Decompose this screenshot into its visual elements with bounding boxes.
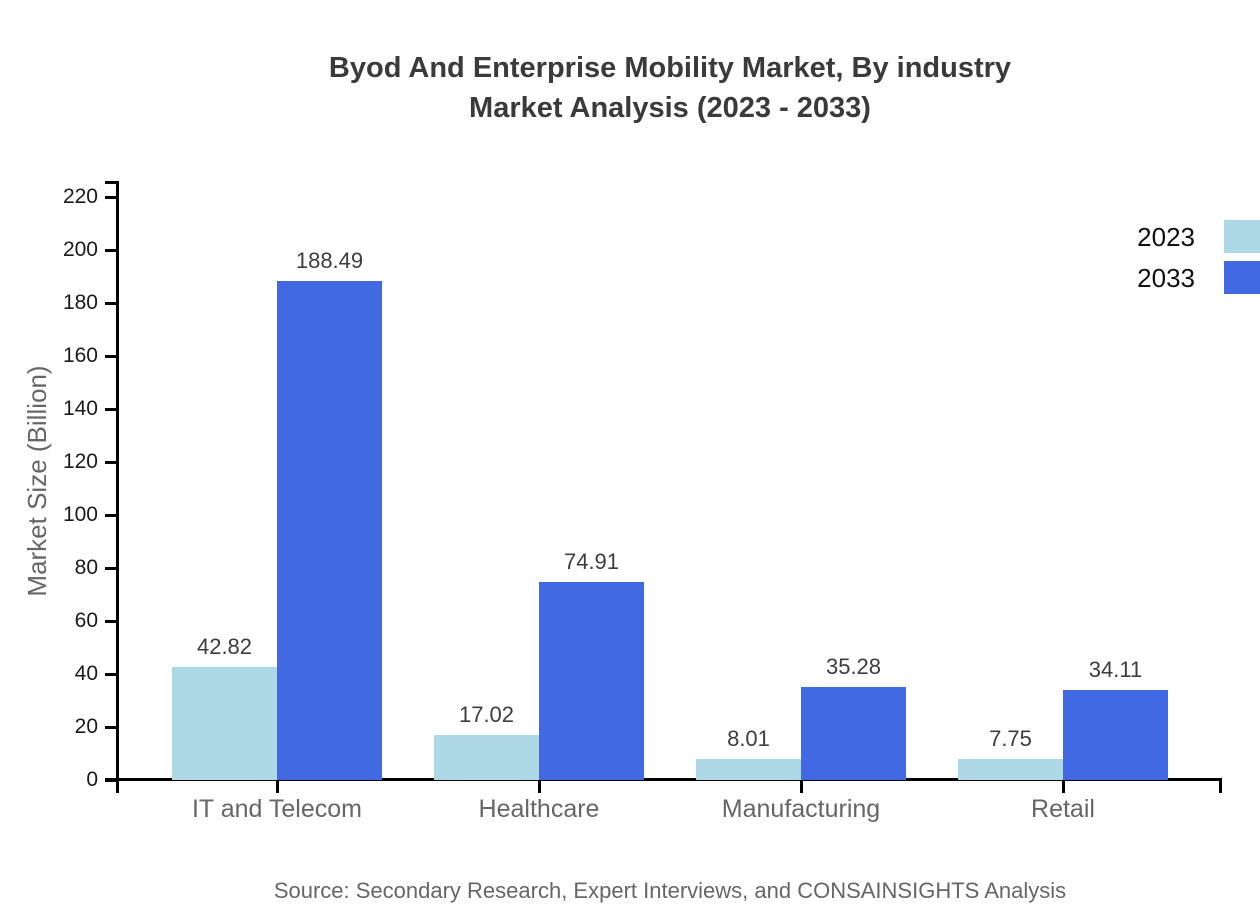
- chart-title-line-1: Byod And Enterprise Mobility Market, By …: [328, 52, 1012, 84]
- x-category-label: Manufacturing: [721, 795, 881, 823]
- x-tick-mark: [275, 779, 279, 793]
- legend-swatch-2033: [1224, 261, 1260, 294]
- y-tick-mark: [105, 778, 119, 782]
- y-axis-top-cap: [105, 181, 119, 184]
- y-tick-label: 220: [62, 185, 98, 208]
- y-tick-mark: [105, 725, 119, 729]
- legend-label-2033: 2033: [1137, 263, 1195, 293]
- bar-value-label: 188.49: [295, 247, 364, 273]
- bar-2023-manufacturing: [696, 758, 801, 780]
- y-tick-label: 180: [62, 291, 98, 314]
- x-tick-mark: [537, 779, 541, 793]
- legend-swatch-2023: [1224, 220, 1260, 253]
- legend-item-2033: 2033: [1000, 261, 1260, 295]
- x-tick-mark: [799, 779, 803, 793]
- y-tick-mark: [105, 301, 119, 305]
- bar-2033-healthcare: [539, 581, 644, 780]
- legend-label-2023: 2023: [1137, 222, 1195, 252]
- y-tick-label: 200: [62, 238, 98, 261]
- y-tick-label: 60: [74, 609, 98, 632]
- bar-value-label: 35.28: [825, 653, 882, 679]
- x-axis-right-cap: [1219, 779, 1222, 793]
- bar-2023-retail: [958, 759, 1063, 780]
- y-tick-mark: [105, 195, 119, 199]
- bar-value-label: 42.82: [196, 633, 253, 659]
- bar-value-label: 17.02: [458, 701, 515, 727]
- x-axis-line: [105, 778, 1222, 781]
- chart-title-line-2: Market Analysis (2023 - 2033): [469, 92, 871, 124]
- y-tick-mark: [105, 566, 119, 570]
- y-tick-mark: [105, 513, 119, 517]
- y-tick-label: 100: [62, 503, 98, 526]
- y-tick-label: 40: [74, 662, 98, 685]
- y-tick-label: 120: [62, 450, 98, 473]
- x-category-label: IT and Telecom: [191, 795, 362, 823]
- bar-2033-it-and-telecom: [277, 280, 382, 780]
- y-tick-label: 80: [74, 556, 98, 579]
- bar-value-label: 34.11: [1088, 656, 1143, 682]
- y-tick-mark: [105, 672, 119, 676]
- plot-area: 42.82 188.49 17.02 74.91 8.01 35.28 7.75 34.11: [118, 197, 1222, 780]
- y-tick-label: 140: [62, 397, 98, 420]
- bar-value-label: 8.01: [727, 725, 770, 751]
- y-tick-mark: [105, 407, 119, 411]
- chart-title: Byod And Enterprise Mobility Market, By …: [118, 48, 1222, 128]
- bar-2033-manufacturing: [801, 686, 906, 780]
- bar-value-label: 74.91: [563, 548, 620, 574]
- bar-2023-it-and-telecom: [172, 666, 277, 780]
- x-category-label: Healthcare: [478, 795, 600, 823]
- y-axis-line: [116, 181, 119, 793]
- y-tick-mark: [105, 354, 119, 358]
- legend-item-2023: 2023: [1000, 220, 1260, 254]
- y-tick-label: 160: [62, 344, 98, 367]
- bar-2023-healthcare: [434, 734, 539, 780]
- y-tick-mark: [105, 248, 119, 252]
- bar-value-label: 7.75: [989, 726, 1032, 752]
- y-tick-mark: [105, 619, 119, 623]
- y-tick-mark: [105, 460, 119, 464]
- bar-2033-retail: [1063, 689, 1168, 780]
- y-tick-label: 0: [86, 768, 98, 791]
- x-tick-mark: [1061, 779, 1065, 793]
- source-note: Source: Secondary Research, Expert Inter…: [273, 878, 1067, 903]
- x-category-label: Retail: [1031, 795, 1095, 823]
- y-tick-label: 20: [74, 715, 98, 738]
